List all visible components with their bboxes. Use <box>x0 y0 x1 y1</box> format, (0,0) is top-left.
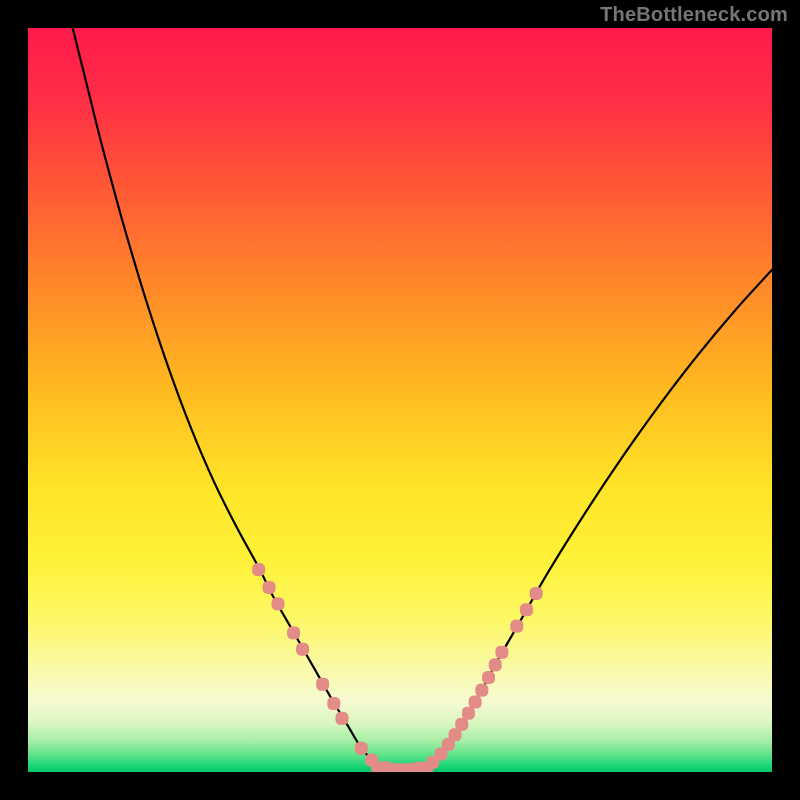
watermark-text: TheBottleneck.com <box>600 4 788 27</box>
curve-marker <box>482 671 495 684</box>
plot-svg <box>28 28 772 772</box>
curve-marker <box>287 626 300 639</box>
curve-marker <box>520 603 533 616</box>
curve-marker <box>327 697 340 710</box>
curve-marker <box>495 646 508 659</box>
curve-marker <box>316 678 329 691</box>
curve-marker <box>469 696 482 709</box>
curve-marker <box>263 581 276 594</box>
curve-marker <box>530 587 543 600</box>
curve-marker <box>489 658 502 671</box>
curve-marker <box>462 707 475 720</box>
curve-marker <box>252 563 265 576</box>
curve-marker <box>335 712 348 725</box>
curve-marker <box>510 620 523 633</box>
plot-area <box>28 28 772 772</box>
curve-marker <box>271 597 284 610</box>
curve-marker <box>455 718 468 731</box>
gradient-background <box>28 28 772 772</box>
curve-marker <box>355 742 368 755</box>
curve-marker <box>296 643 309 656</box>
chart-stage: TheBottleneck.com <box>0 0 800 800</box>
curve-marker <box>475 684 488 697</box>
